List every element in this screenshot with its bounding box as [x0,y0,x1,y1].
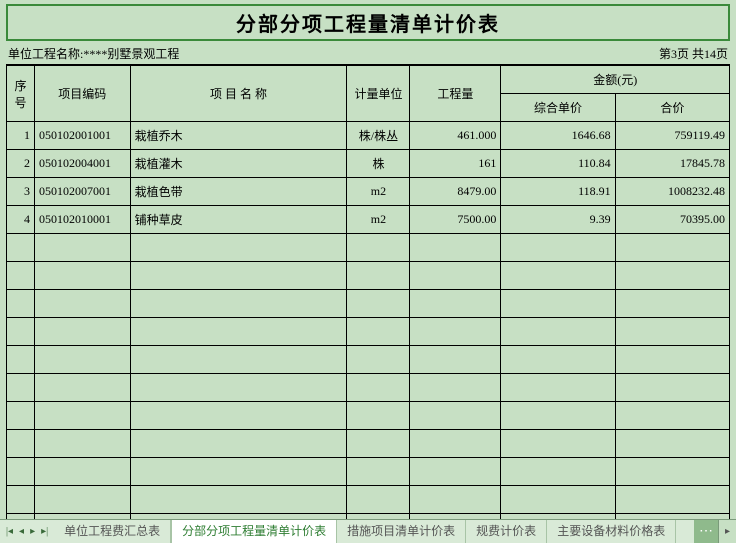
cell-seq: 1 [7,122,35,150]
tab-more-button[interactable]: ⋯ [694,520,718,543]
cell-price: 110.84 [501,150,615,178]
cell-name: 栽植乔木 [130,122,347,150]
th-code: 项目编码 [34,66,130,122]
cell-qty: 161 [410,150,501,178]
cell-unit: 株 [347,150,410,178]
th-name: 项 目 名 称 [130,66,347,122]
th-seq: 序号 [7,66,35,122]
cell-price: 9.39 [501,206,615,234]
cell-code: 050102001001 [34,122,130,150]
cell-unit: 株/株丛 [347,122,410,150]
tab-nav-buttons: |◂ ◂ ▸ ▸| [0,520,54,543]
cell-code: 050102010001 [34,206,130,234]
th-qty: 工程量 [410,66,501,122]
th-total: 合价 [615,94,729,122]
table-row-empty[interactable] [7,262,730,290]
cell-name: 栽植灌木 [130,150,347,178]
cell-seq: 2 [7,150,35,178]
th-amount: 金额(元) [501,66,730,94]
page-title: 分部分项工程量清单计价表 [8,8,728,37]
table-row-empty[interactable] [7,486,730,514]
th-unitprice: 综合单价 [501,94,615,122]
project-name: 单位工程名称:****别墅景观工程 [8,45,179,62]
table-row-empty[interactable] [7,346,730,374]
cell-price: 1646.68 [501,122,615,150]
cell-qty: 7500.00 [410,206,501,234]
cell-qty: 8479.00 [410,178,501,206]
sheet-tab[interactable]: 主要设备材料价格表 [547,520,676,543]
table-row-empty[interactable] [7,430,730,458]
table-row[interactable]: 1050102001001栽植乔木株/株丛461.0001646.6875911… [7,122,730,150]
page-indicator: 第3页 共14页 [659,45,728,62]
cell-total: 17845.78 [615,150,729,178]
nav-last-icon[interactable]: ▸| [41,526,48,537]
table-row-empty[interactable] [7,458,730,486]
title-box: 分部分项工程量清单计价表 [6,4,730,41]
table-row[interactable]: 2050102004001栽植灌木株161110.8417845.78 [7,150,730,178]
sheet-tab[interactable]: 措施项目清单计价表 [337,520,466,543]
pricing-table: 序号 项目编码 项 目 名 称 计量单位 工程量 金额(元) 综合单价 合价 1… [6,65,730,542]
table-row-empty[interactable] [7,402,730,430]
cell-name: 铺种草皮 [130,206,347,234]
cell-code: 050102007001 [34,178,130,206]
sheet-tab[interactable]: 规费计价表 [466,520,547,543]
cell-price: 118.91 [501,178,615,206]
cell-unit: m2 [347,178,410,206]
sheet-tabbar: |◂ ◂ ▸ ▸| 单位工程费汇总表分部分项工程量清单计价表措施项目清单计价表规… [0,519,736,543]
sheet-tab[interactable]: 分部分项工程量清单计价表 [171,520,337,543]
cell-seq: 3 [7,178,35,206]
cell-unit: m2 [347,206,410,234]
table-row[interactable]: 3050102007001栽植色带m28479.00118.911008232.… [7,178,730,206]
scroll-right-icon[interactable]: ▸ [718,520,736,543]
cell-total: 759119.49 [615,122,729,150]
cell-code: 050102004001 [34,150,130,178]
cell-seq: 4 [7,206,35,234]
cell-name: 栽植色带 [130,178,347,206]
table-row-empty[interactable] [7,234,730,262]
table-row-empty[interactable] [7,318,730,346]
sheet-tab[interactable]: 单位工程费汇总表 [54,520,171,543]
nav-prev-icon[interactable]: ◂ [19,526,24,537]
cell-qty: 461.000 [410,122,501,150]
cell-total: 70395.00 [615,206,729,234]
nav-next-icon[interactable]: ▸ [30,526,35,537]
th-unit: 计量单位 [347,66,410,122]
table-row-empty[interactable] [7,374,730,402]
cell-total: 1008232.48 [615,178,729,206]
nav-first-icon[interactable]: |◂ [6,526,13,537]
table-row[interactable]: 4050102010001铺种草皮m27500.009.3970395.00 [7,206,730,234]
table-row-empty[interactable] [7,290,730,318]
meta-row: 单位工程名称:****别墅景观工程 第3页 共14页 [6,43,730,65]
